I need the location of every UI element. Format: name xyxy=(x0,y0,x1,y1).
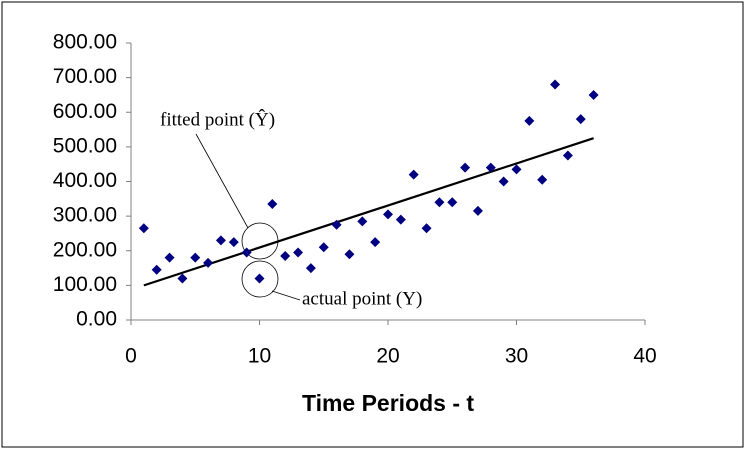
point xyxy=(485,162,496,173)
trendline xyxy=(143,137,594,287)
point xyxy=(395,214,406,225)
point xyxy=(434,197,445,208)
point xyxy=(215,235,226,246)
point xyxy=(588,89,599,100)
point xyxy=(331,219,342,230)
x-axis-title: Time Periods - t xyxy=(302,390,474,416)
point xyxy=(575,114,586,125)
point xyxy=(408,169,419,180)
actual-leader xyxy=(271,290,301,301)
point xyxy=(318,242,329,253)
point xyxy=(241,247,252,258)
y-tick-label: 200.00 xyxy=(53,238,117,261)
point xyxy=(190,252,201,263)
point xyxy=(293,247,304,258)
x-tick-label: 20 xyxy=(376,345,399,368)
point xyxy=(562,150,573,161)
point xyxy=(267,199,278,210)
point xyxy=(254,273,265,284)
y-tick-label: 400.00 xyxy=(53,169,117,192)
point xyxy=(472,205,483,216)
y-tick-label: 0.00 xyxy=(76,308,117,331)
point xyxy=(550,79,561,90)
x-tick-label: 0 xyxy=(125,345,137,368)
point xyxy=(344,249,355,260)
y-tick-label: 700.00 xyxy=(53,65,117,88)
y-tick-label: 800.00 xyxy=(53,31,117,54)
x-tick-label: 30 xyxy=(505,345,528,368)
x-tick-label: 40 xyxy=(633,345,656,368)
point xyxy=(421,223,432,234)
x-tick-label: 10 xyxy=(248,345,271,368)
point xyxy=(370,237,381,248)
actual-circle xyxy=(241,260,279,298)
annotation: actual point (Y) xyxy=(302,288,422,309)
y-tick-label: 500.00 xyxy=(53,134,117,157)
point xyxy=(537,174,548,185)
point xyxy=(357,216,368,227)
point xyxy=(164,252,175,263)
point xyxy=(305,263,316,274)
point xyxy=(383,209,393,220)
point xyxy=(138,223,149,234)
y-tick-label: 300.00 xyxy=(53,204,117,227)
annotation: fitted point (Ŷ) xyxy=(160,108,275,130)
point xyxy=(280,250,291,261)
point xyxy=(177,273,188,284)
point xyxy=(498,176,509,187)
point xyxy=(228,237,239,248)
fitted-leader xyxy=(195,133,249,229)
point xyxy=(151,264,162,275)
point xyxy=(447,197,458,208)
point xyxy=(203,257,214,268)
y-tick-label: 100.00 xyxy=(53,273,117,296)
point xyxy=(511,164,522,175)
point xyxy=(460,162,471,173)
y-tick-label: 600.00 xyxy=(53,100,117,123)
point xyxy=(524,115,535,126)
